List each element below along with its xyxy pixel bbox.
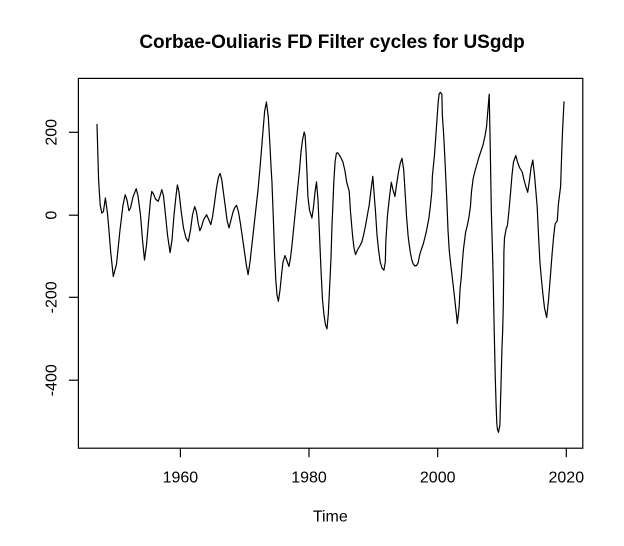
svg-text:1980: 1980	[291, 470, 327, 487]
svg-text:2020: 2020	[549, 470, 585, 487]
svg-text:-200: -200	[44, 281, 61, 313]
svg-text:-400: -400	[44, 364, 61, 396]
svg-text:0: 0	[44, 211, 61, 220]
svg-text:200: 200	[44, 119, 61, 146]
svg-text:Time: Time	[313, 508, 348, 525]
svg-text:1960: 1960	[163, 470, 199, 487]
svg-text:2000: 2000	[420, 470, 456, 487]
svg-text:Corbae-Ouliaris FD Filter cycl: Corbae-Ouliaris FD Filter cycles for USg…	[139, 32, 524, 53]
